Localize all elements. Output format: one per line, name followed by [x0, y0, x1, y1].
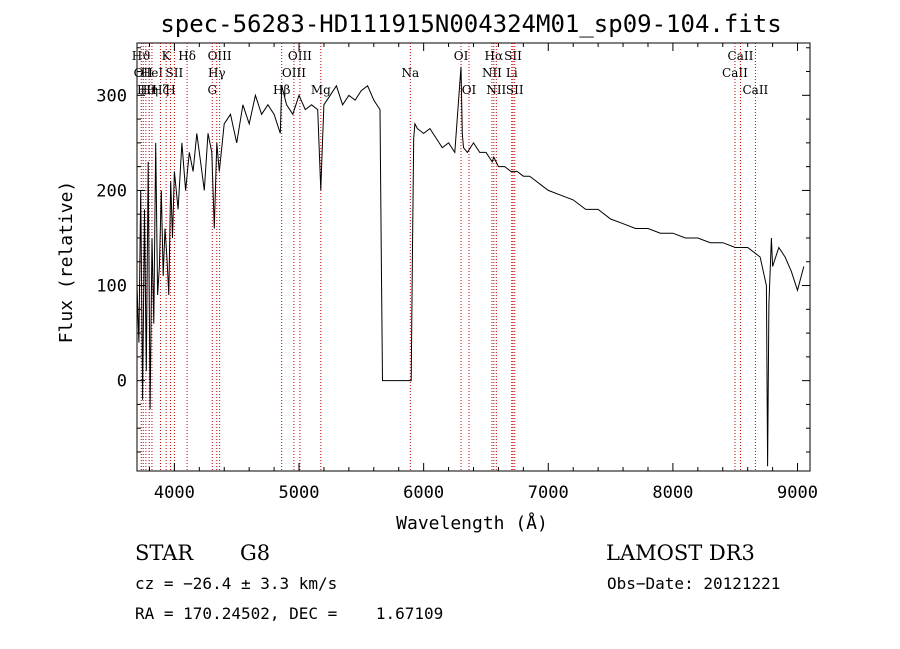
line-marker-label: Hϑ	[132, 49, 151, 63]
line-marker-label: Hγ	[208, 66, 226, 80]
line-marker-label: SII	[166, 66, 184, 80]
line-marker-label: Mg	[311, 83, 331, 97]
line-marker-label: OIII	[208, 49, 232, 63]
line-marker-label: OIII	[282, 66, 306, 80]
y-tick-label: 200	[96, 181, 127, 201]
line-marker-label: OI	[462, 83, 477, 97]
line-marker-label: Na	[401, 66, 419, 80]
line-marker-label: NII	[486, 83, 506, 97]
x-tick-label: 7000	[528, 483, 569, 503]
y-tick-label: 100	[96, 277, 127, 297]
line-marker-label: HeI	[141, 66, 164, 80]
line-marker-label: CaII	[728, 49, 754, 63]
y-tick-label: 0	[117, 372, 127, 392]
x-tick-label: 4000	[154, 483, 195, 503]
line-marker-label: NII	[482, 66, 502, 80]
line-markers: HϑOIIHθHηHeIHζKHSIIHδGHγOIIIHβOIIIOIIIMg…	[132, 43, 769, 471]
y-tick-label: 300	[96, 86, 127, 106]
x-tick-label: 5000	[279, 483, 320, 503]
survey-name: LAMOST DR3	[606, 541, 755, 565]
object-subclass: G8	[240, 541, 270, 565]
line-marker-label: CaII	[722, 66, 748, 80]
chart-title: spec-56283-HD111915N004324M01_sp09-104.f…	[160, 10, 781, 38]
line-marker-label: OII	[134, 66, 154, 80]
redshift-info: cz = −26.4 ± 3.3 km/s	[135, 574, 337, 593]
line-marker-label: Hη	[140, 83, 158, 97]
line-marker-label: G	[207, 83, 217, 97]
line-marker-label: Li	[506, 66, 518, 80]
y-axis-label: Flux (relative)	[56, 181, 77, 344]
line-marker-label: Hδ	[178, 49, 196, 63]
line-marker-label: Hζ	[152, 83, 169, 97]
line-marker-label: OI	[454, 49, 469, 63]
line-marker-label: H	[165, 83, 175, 97]
line-marker-label: SII	[504, 49, 522, 63]
line-marker-label: Hα	[485, 49, 504, 63]
y-axis: 0 100 200 300	[96, 47, 810, 453]
x-tick-label: 6000	[403, 483, 444, 503]
line-marker-label: K	[162, 49, 172, 63]
plot-frame	[136, 42, 811, 472]
object-class: STAR	[135, 541, 194, 565]
spectrum-line	[136, 66, 805, 467]
x-axis-label: Wavelength (Å)	[396, 512, 548, 534]
coordinates: RA = 170.24502, DEC = 1.67109	[135, 604, 443, 623]
line-marker-label: CaII	[742, 83, 768, 97]
x-tick-label: 9000	[777, 483, 818, 503]
line-marker-label: SII	[506, 83, 524, 97]
observation-date: Obs−Date: 20121221	[607, 574, 780, 593]
line-marker-label: Hθ	[137, 83, 155, 97]
x-axis: 4000 5000 6000 7000 8000 9000	[148, 43, 818, 503]
x-tick-label: 8000	[652, 483, 693, 503]
line-marker-label: OIII	[288, 49, 312, 63]
